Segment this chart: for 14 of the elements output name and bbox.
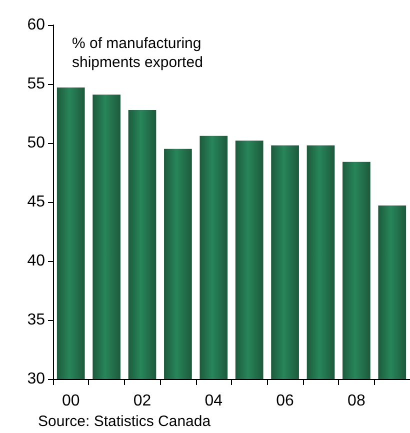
source-note: Source: Statistics Canada [38, 413, 212, 430]
x-tick-label: 02 [133, 392, 152, 410]
x-tick-label: 04 [204, 392, 223, 410]
y-tick-label: 45 [27, 194, 46, 210]
y-tick-label: 50 [27, 134, 46, 152]
y-tick-label: 55 [27, 76, 46, 92]
y-tick-label: 40 [27, 252, 46, 270]
y-tick-label: 30 [27, 370, 46, 388]
x-tick-label: 08 [348, 392, 366, 410]
y-tick-label: 35 [27, 312, 46, 328]
annotation: % of manufacturing shipments exported [72, 35, 203, 71]
x-tick-label: 06 [276, 392, 294, 410]
x-tick-label: 00 [62, 392, 80, 410]
y-tick-label: 60 [27, 16, 46, 34]
